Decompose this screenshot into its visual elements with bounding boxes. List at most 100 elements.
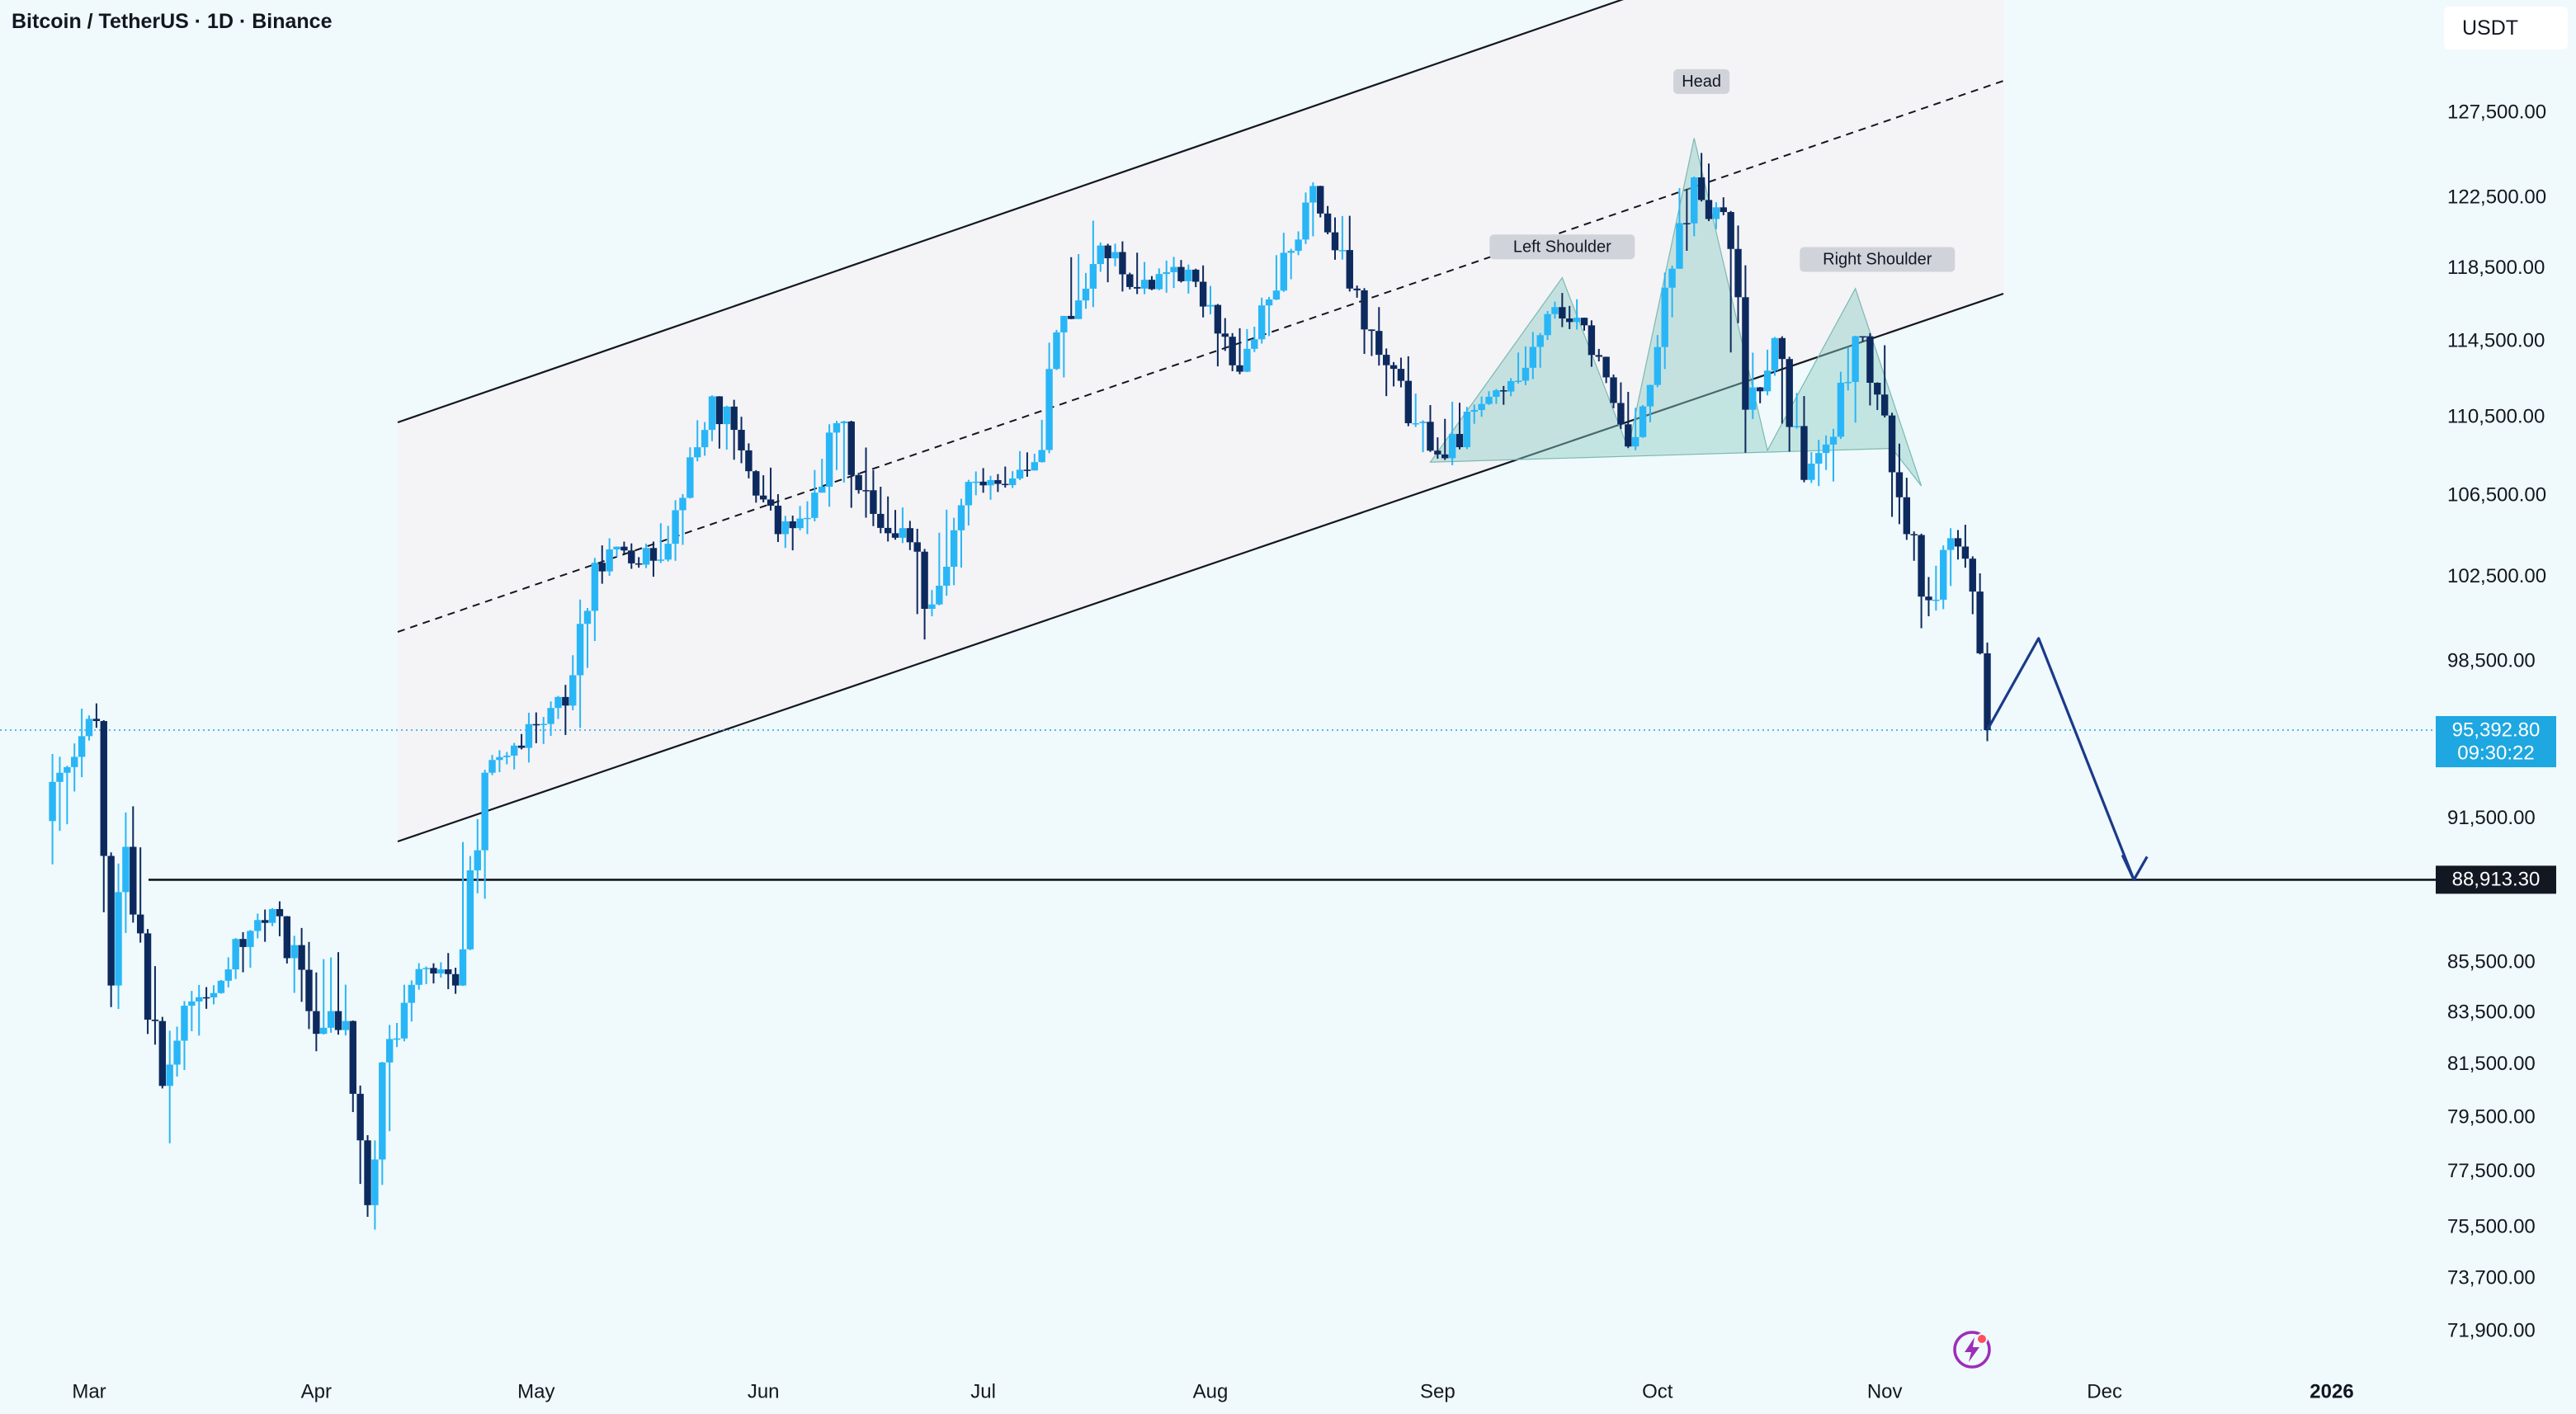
candle [1631, 408, 1639, 450]
candle-body [804, 517, 811, 520]
candle-body [1888, 415, 1896, 473]
candle [1404, 356, 1413, 427]
candle [327, 957, 335, 1033]
candle-body [1932, 599, 1940, 601]
candle [943, 509, 951, 596]
candle [1742, 265, 1749, 453]
candle [855, 473, 862, 494]
candle-body [950, 530, 958, 567]
candle-body [1742, 297, 1749, 410]
candle-body [1954, 538, 1962, 547]
candle-body [972, 481, 979, 483]
candle-body [1918, 535, 1925, 597]
candle [1918, 533, 1925, 629]
candle-body [71, 756, 78, 767]
pattern-label-text: Left Shoulder [1513, 238, 1611, 257]
candle [1478, 396, 1485, 417]
candle-body [1859, 336, 1866, 338]
x-axis-label: Aug [1193, 1380, 1229, 1402]
candle-body [1566, 318, 1573, 323]
candle-body [1257, 305, 1266, 340]
candle [708, 395, 716, 441]
candle [1756, 387, 1764, 403]
candle [884, 496, 892, 542]
x-axis-label: 2026 [2309, 1380, 2353, 1402]
candle-body [217, 980, 225, 993]
candle [474, 818, 481, 893]
candle-body [1676, 223, 1683, 269]
candle [261, 909, 269, 942]
candle [1111, 243, 1119, 266]
candle-body [1946, 538, 1955, 550]
candle-body [445, 969, 452, 974]
candle-body [679, 497, 686, 511]
candle-body [1749, 387, 1757, 410]
candle [1493, 389, 1500, 404]
candle-body [1727, 212, 1734, 249]
candle-body [1852, 336, 1859, 382]
candle [1412, 394, 1419, 427]
channel-fill [398, 0, 2003, 841]
candle [379, 1062, 386, 1185]
candle [283, 916, 291, 964]
candle [151, 966, 159, 1045]
candle [1126, 272, 1134, 290]
candle [1389, 361, 1398, 387]
candle-body [1756, 387, 1764, 392]
candle [466, 855, 474, 950]
candle-body [1874, 383, 1881, 395]
x-axis-label: Oct [1642, 1380, 1673, 1402]
candle-body [1837, 382, 1845, 437]
candle [115, 863, 122, 1009]
candle-body [1463, 412, 1471, 448]
y-axis-label: 81,500.00 [2447, 1053, 2536, 1075]
candle [64, 766, 71, 825]
candle-body [936, 585, 943, 605]
candle [1353, 285, 1361, 298]
candle-body [181, 1006, 188, 1041]
chart-title: Bitcoin / TetherUS · 1D · Binance [12, 10, 333, 33]
candle [107, 852, 115, 1007]
candle [1793, 393, 1800, 429]
candle [510, 742, 518, 770]
candle-body [1192, 269, 1200, 282]
last-price-badge-text: 95,392.80 [2452, 719, 2541, 741]
candle-body [1485, 396, 1493, 404]
candle [1961, 525, 1970, 568]
candle-body [1925, 596, 1932, 601]
candle-body [1368, 329, 1375, 332]
candle-body [408, 984, 416, 1003]
candle-body [1778, 337, 1786, 360]
candle-body [877, 513, 885, 528]
candle-body [1031, 462, 1039, 471]
candle-body [1536, 335, 1544, 347]
candle [71, 743, 78, 792]
currency-selector[interactable]: USDT [2444, 7, 2568, 49]
candle [122, 812, 130, 933]
candle [591, 558, 599, 642]
candle [356, 1085, 364, 1185]
candle-body [474, 850, 481, 870]
candle-body [906, 528, 914, 543]
candle [1236, 328, 1243, 375]
candle [789, 515, 796, 551]
pattern-label-text: Right Shoulder [1823, 251, 1932, 269]
candle-body [290, 945, 298, 959]
candle-body [210, 992, 218, 997]
candle-body [1008, 478, 1017, 485]
candle [85, 715, 93, 741]
candle-body [1317, 186, 1324, 214]
candle-body [371, 1159, 379, 1205]
candle [422, 966, 430, 984]
candle [268, 907, 276, 926]
candle [1588, 320, 1596, 367]
candle [430, 963, 437, 984]
candle [100, 720, 107, 912]
candle-body [723, 406, 730, 425]
candle [1140, 262, 1149, 295]
candle [385, 1025, 394, 1132]
candle-body [1412, 422, 1419, 425]
candle [1448, 401, 1456, 465]
candle [921, 549, 928, 640]
